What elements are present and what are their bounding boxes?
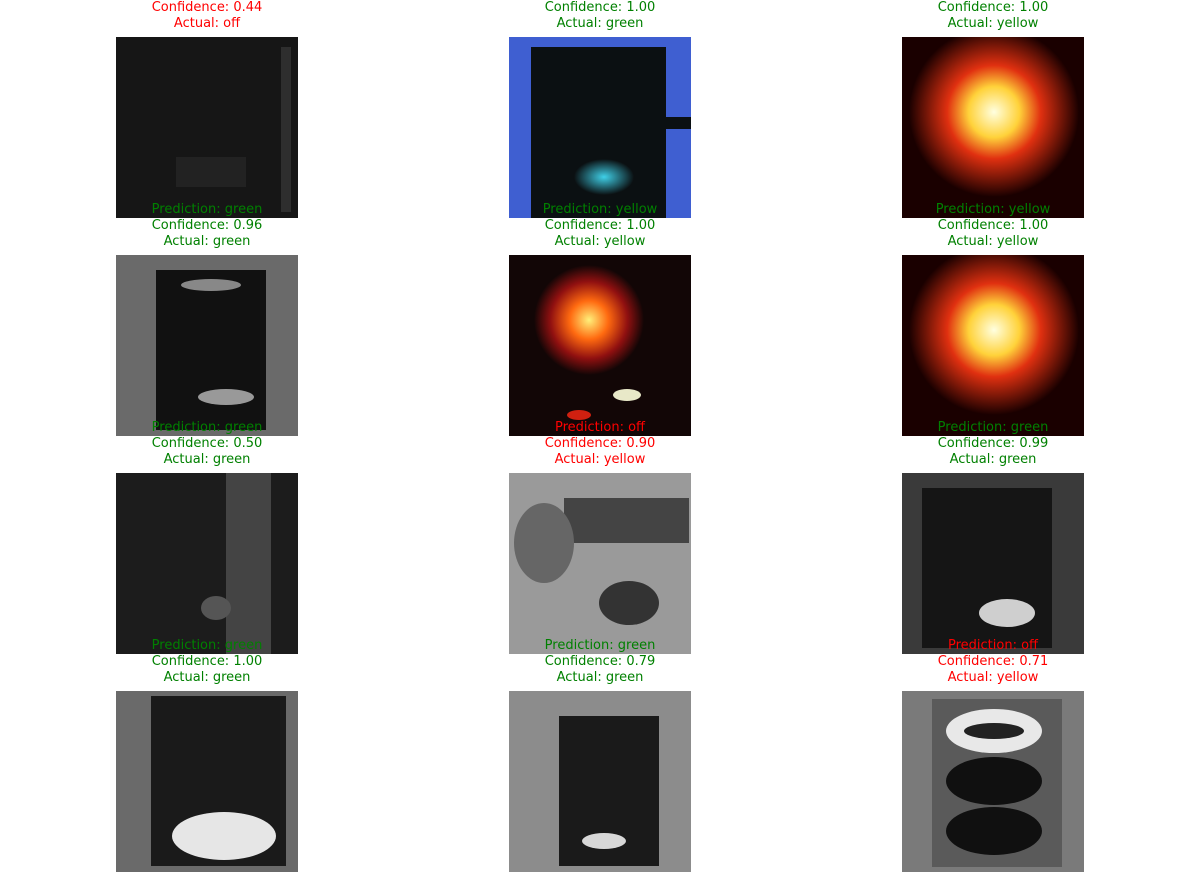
confidence-label: Confidence: 0.50 <box>151 436 263 451</box>
panel-caption: Prediction: green Confidence: 1.00 Actual:… <box>56 638 358 686</box>
thumbnail-image <box>116 691 298 872</box>
panel-caption: Prediction: green Confidence: 0.99 Actual:… <box>842 420 1144 468</box>
thumbnail-image <box>902 37 1084 218</box>
confidence-label: Confidence: 1.00 <box>544 0 656 15</box>
confidence-label: Confidence: 0.90 <box>544 436 656 451</box>
prediction-label: Prediction: green <box>151 638 263 653</box>
traffic-light-thumbnail <box>116 691 298 872</box>
actual-label: Actual: off <box>173 16 241 31</box>
actual-label: Actual: green <box>556 16 644 31</box>
confidence-label: Confidence: 0.99 <box>937 436 1049 451</box>
prediction-label: Prediction: green <box>151 420 263 435</box>
thumbnail-image <box>509 473 691 654</box>
thumbnail-image <box>509 37 691 218</box>
actual-label: Actual: green <box>949 452 1037 467</box>
traffic-light-thumbnail <box>509 691 691 872</box>
actual-label: Actual: yellow <box>554 452 646 467</box>
confidence-label: Confidence: 0.79 <box>544 654 656 669</box>
actual-label: Actual: green <box>556 670 644 685</box>
thumbnail-image <box>116 255 298 436</box>
prediction-label: Prediction: off <box>554 420 645 435</box>
thumbnail-image <box>116 473 298 654</box>
traffic-light-thumbnail <box>902 691 1084 872</box>
traffic-light-thumbnail <box>116 473 298 654</box>
traffic-light-thumbnail <box>902 473 1084 654</box>
traffic-light-thumbnail <box>116 37 298 218</box>
panel-caption: Prediction: yellow Confidence: 1.00 Actual… <box>842 202 1144 250</box>
thumbnail-image <box>902 691 1084 872</box>
actual-label: Actual: yellow <box>947 16 1039 31</box>
thumbnail-image <box>902 473 1084 654</box>
thumbnail-image <box>902 255 1084 436</box>
actual-label: Actual: green <box>163 670 251 685</box>
actual-label: Actual: yellow <box>947 670 1039 685</box>
traffic-light-thumbnail <box>509 37 691 218</box>
prediction-label: Prediction: yellow <box>935 202 1051 217</box>
traffic-light-thumbnail <box>902 255 1084 436</box>
confidence-label: Confidence: 0.71 <box>937 654 1049 669</box>
traffic-light-thumbnail <box>509 255 691 436</box>
confidence-label: Confidence: 0.96 <box>151 218 263 233</box>
thumbnail-image <box>116 37 298 218</box>
confidence-label: Confidence: 0.44 <box>151 0 263 15</box>
traffic-light-thumbnail <box>509 473 691 654</box>
thumbnail-image <box>509 691 691 872</box>
traffic-light-thumbnail <box>902 37 1084 218</box>
panel-caption: Prediction: off Confidence: 0.71 Actual: y… <box>842 638 1144 686</box>
actual-label: Actual: green <box>163 234 251 249</box>
confidence-label: Confidence: 1.00 <box>544 218 656 233</box>
prediction-label: Prediction: green <box>544 638 656 653</box>
panel-caption: Prediction: yellow Confidence: 1.00 Actual… <box>449 202 751 250</box>
traffic-light-thumbnail <box>116 255 298 436</box>
panel-caption: Confidence: 0.44 Actual: off <box>56 0 358 32</box>
prediction-label: Prediction: off <box>947 638 1038 653</box>
panel-caption: Prediction: green Confidence: 0.79 Actual:… <box>449 638 751 686</box>
confidence-label: Confidence: 1.00 <box>937 218 1049 233</box>
prediction-label: Prediction: green <box>937 420 1049 435</box>
actual-label: Actual: yellow <box>947 234 1039 249</box>
prediction-label: Prediction: green <box>151 202 263 217</box>
confidence-label: Confidence: 1.00 <box>151 654 263 669</box>
panel-caption: Prediction: off Confidence: 0.90 Actual: y… <box>449 420 751 468</box>
panel-caption: Prediction: green Confidence: 0.96 Actual:… <box>56 202 358 250</box>
panel-caption: Confidence: 1.00 Actual: green <box>449 0 751 32</box>
actual-label: Actual: yellow <box>554 234 646 249</box>
confidence-label: Confidence: 1.00 <box>937 0 1049 15</box>
panel-caption: Prediction: green Confidence: 0.50 Actual:… <box>56 420 358 468</box>
thumbnail-image <box>509 255 691 436</box>
prediction-label: Prediction: yellow <box>542 202 658 217</box>
actual-label: Actual: green <box>163 452 251 467</box>
panel-caption: Confidence: 1.00 Actual: yellow <box>842 0 1144 32</box>
